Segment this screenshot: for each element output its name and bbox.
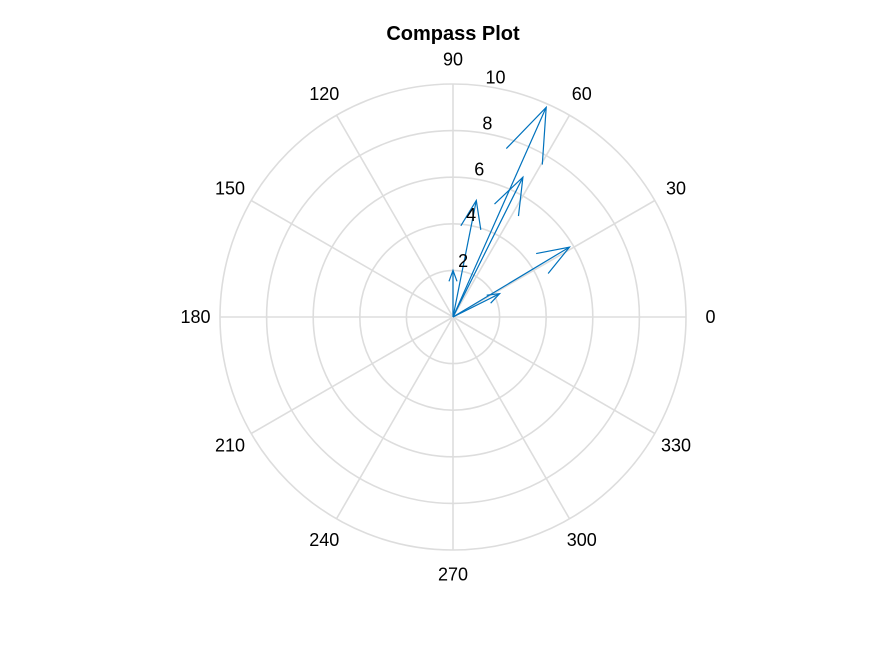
r-tick-label: 8 [482, 113, 492, 133]
r-tick-label: 4 [466, 205, 476, 225]
theta-tick-label: 150 [215, 178, 245, 198]
theta-tick-label: 60 [572, 84, 592, 104]
vector-series [448, 105, 572, 318]
vector-shaft [452, 107, 547, 318]
grid-spoke-60 [452, 114, 571, 318]
compass-vector [452, 292, 502, 318]
vector-shaft [452, 176, 524, 318]
r-tick-label: 2 [458, 251, 468, 271]
vector-arrowhead [536, 246, 572, 274]
r-tick-label: 10 [485, 68, 505, 88]
compass-vector [452, 105, 547, 318]
theta-tick-label: 300 [567, 530, 597, 550]
grid-spoke-150 [250, 199, 454, 318]
theta-tick-label: 120 [309, 84, 339, 104]
compass-vector [452, 246, 572, 318]
vector-arrowhead [448, 268, 458, 282]
theta-tick-label: 270 [438, 564, 468, 584]
theta-tick-label: 330 [661, 436, 691, 456]
vector-shaft [452, 200, 477, 318]
theta-tick-label: 0 [705, 307, 715, 327]
vector-arrowhead [460, 198, 482, 230]
compass-vector [452, 198, 482, 318]
polar-grid [219, 83, 687, 551]
grid-spoke-30 [452, 199, 656, 318]
grid-spoke-240 [335, 316, 454, 520]
grid-spoke-120 [335, 114, 454, 318]
grid-spoke-300 [452, 316, 571, 520]
theta-tick-label: 90 [443, 50, 463, 70]
grid-spoke-210 [250, 316, 454, 435]
tick-labels: 0 30 60 90 120 150 180 210 240 270 300 330 2 4 6 8 10 [181, 50, 716, 585]
vector-shaft [452, 293, 500, 318]
theta-tick-label: 240 [309, 530, 339, 550]
chart-title: Compass Plot [386, 23, 520, 45]
compass-vector [452, 175, 524, 318]
vector-arrowhead [505, 105, 547, 165]
theta-tick-label: 30 [666, 178, 686, 198]
vector-arrowhead [494, 175, 524, 217]
grid-spoke-330 [452, 316, 656, 435]
vector-shaft [452, 246, 570, 318]
compass-vector [448, 268, 458, 317]
vector-arrowhead [486, 292, 502, 304]
theta-tick-label: 180 [181, 307, 211, 327]
r-tick-label: 6 [474, 159, 484, 179]
theta-tick-label: 210 [215, 436, 245, 456]
